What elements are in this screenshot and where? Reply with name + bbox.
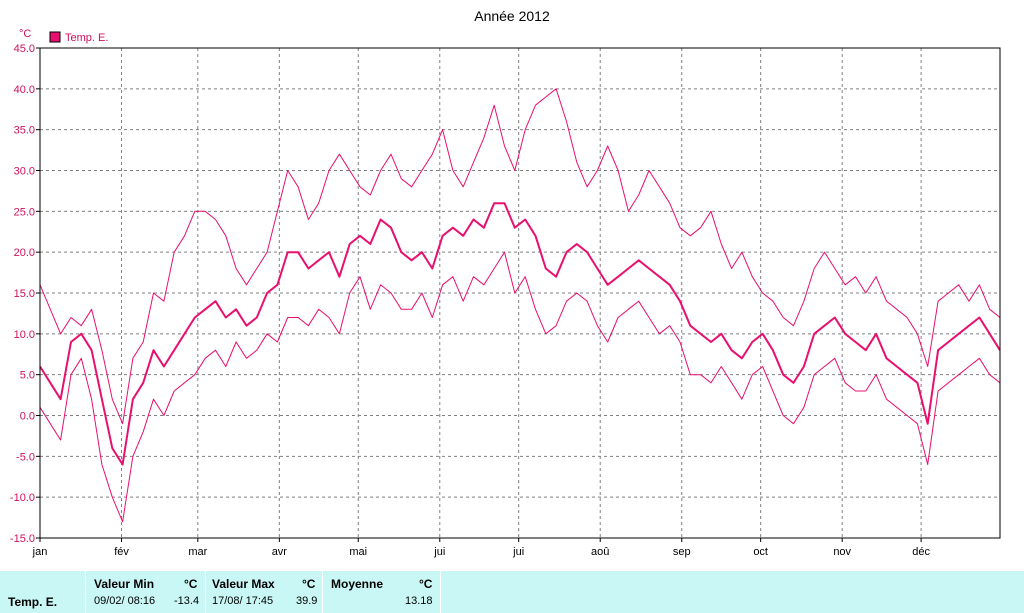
plot-frame [39,47,1001,539]
x-tick-label: fév [114,546,129,558]
y-axis: -15.0 -10.0 -5.0 0.0 5.0 10.0 15.0 20.0 25.0 30.0… [10,43,40,545]
y-tick-label: 5.0 [20,370,35,382]
stats-row-label: Temp. E. [8,595,58,609]
stats-max-value: 39.9 [296,595,318,607]
y-tick-label: 35.0 [14,125,35,137]
series-line-min [39,251,1001,523]
series-lines [39,88,1001,523]
y-tick-label: 15.0 [14,288,35,300]
stats-max-date: 17/08/ 17:45 [212,595,274,607]
legend-label: Temp. E. [65,32,108,44]
stats-max-cell: Valeur Max °C 17/08/ 17:45 39.9 [206,571,323,613]
x-tick-label: nov [833,546,851,558]
chart-title: Année 2012 [474,8,550,24]
stats-min-unit: °C [184,577,198,591]
stats-panel: Temp. E. Valeur Min °C 09/02/ 08:16 -13.… [0,571,1024,613]
y-tick-label: 10.0 [14,329,35,341]
temperature-chart: Année 2012 °C Temp. E. -15.0 -10.0 -5.0 0.0… [10,8,1001,558]
y-tick-label: -15.0 [10,533,35,545]
x-tick-label: mar [188,546,207,558]
x-tick-label: jan [32,546,48,558]
y-tick-label: -5.0 [16,451,35,463]
series-line-mean [39,202,1001,466]
stats-row-label-cell: Temp. E. [0,571,86,613]
series-line-max [39,88,1001,425]
stats-mean-unit: °C [419,577,433,591]
x-axis: jan fév mar avr mai jui jui aoû sep oct nov déc [32,538,930,558]
x-tick-label: sep [673,546,691,558]
x-tick-label: déc [912,546,930,558]
stats-min-header: Valeur Min [94,577,155,591]
stats-max-unit: °C [302,577,316,591]
stats-min-cell: Valeur Min °C 09/02/ 08:16 -13.4 [86,571,206,613]
stats-mean-value: 13.18 [405,595,433,607]
stats-max-header: Valeur Max [212,577,275,591]
y-tick-label: 40.0 [14,84,35,96]
stats-min-value: -13.4 [174,595,200,607]
y-tick-label: -10.0 [10,492,35,504]
stats-min-date: 09/02/ 08:16 [94,595,156,607]
x-tick-label: aoû [591,546,609,558]
y-unit-label: °C [19,28,31,40]
y-tick-label: 25.0 [14,206,35,218]
y-tick-label: 30.0 [14,166,35,178]
x-tick-label: mai [349,546,367,558]
y-tick-label: 0.0 [20,411,35,423]
x-tick-label: avr [272,546,288,558]
y-tick-label: 45.0 [14,43,35,55]
x-tick-label: jui [512,546,524,558]
legend: Temp. E. [49,31,108,44]
y-tick-label: 20.0 [14,247,35,259]
grid [40,48,1000,538]
stats-mean-cell: Moyenne °C 13.18 [323,571,441,613]
stats-mean-header: Moyenne [331,577,384,591]
x-tick-label: jui [433,546,445,558]
legend-swatch [49,31,61,43]
x-tick-label: oct [753,546,768,558]
